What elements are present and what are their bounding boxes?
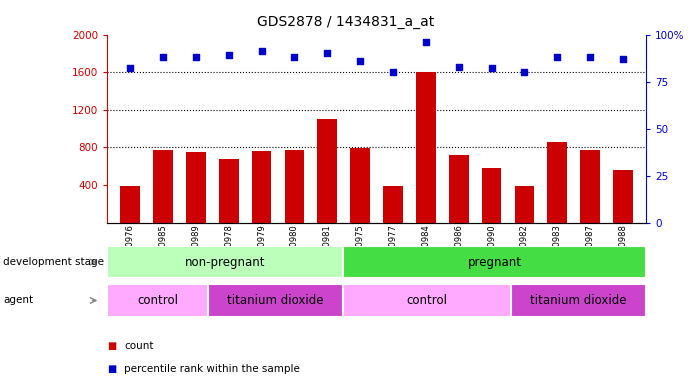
Text: titanium dioxide: titanium dioxide: [531, 294, 627, 307]
Point: [388, 69, 399, 75]
Point: [585, 54, 596, 60]
Bar: [482, 168, 502, 223]
Text: development stage: development stage: [3, 257, 104, 267]
Text: count: count: [124, 341, 154, 351]
Text: ■: ■: [107, 364, 116, 374]
Bar: [208, 284, 343, 317]
Bar: [580, 150, 600, 223]
Point: [354, 58, 366, 64]
Bar: [515, 186, 534, 223]
Point: [322, 50, 333, 56]
Text: control: control: [137, 294, 178, 307]
Point: [158, 54, 169, 60]
Point: [519, 69, 530, 75]
Point: [453, 63, 464, 70]
Bar: [107, 284, 208, 317]
Point: [420, 39, 431, 45]
Bar: [384, 186, 403, 223]
Point: [124, 65, 135, 71]
Text: agent: agent: [3, 295, 34, 306]
Bar: [511, 284, 646, 317]
Bar: [186, 152, 206, 223]
Bar: [252, 151, 272, 223]
Bar: [107, 246, 343, 278]
Point: [486, 65, 497, 71]
Point: [552, 54, 563, 60]
Bar: [449, 155, 468, 223]
Bar: [547, 142, 567, 223]
Text: pregnant: pregnant: [468, 256, 522, 268]
Bar: [343, 246, 646, 278]
Text: control: control: [406, 294, 448, 307]
Point: [256, 48, 267, 55]
Text: non-pregnant: non-pregnant: [184, 256, 265, 268]
Bar: [416, 72, 436, 223]
Text: percentile rank within the sample: percentile rank within the sample: [124, 364, 301, 374]
Point: [289, 54, 300, 60]
Bar: [120, 186, 140, 223]
Bar: [219, 159, 238, 223]
Text: titanium dioxide: titanium dioxide: [227, 294, 324, 307]
Bar: [285, 150, 304, 223]
Text: GDS2878 / 1434831_a_at: GDS2878 / 1434831_a_at: [257, 15, 434, 29]
Point: [190, 54, 201, 60]
Point: [223, 52, 234, 58]
Text: ■: ■: [107, 341, 116, 351]
Bar: [343, 284, 511, 317]
Bar: [350, 148, 370, 223]
Point: [618, 56, 629, 62]
Bar: [317, 119, 337, 223]
Bar: [153, 150, 173, 223]
Bar: [613, 170, 633, 223]
